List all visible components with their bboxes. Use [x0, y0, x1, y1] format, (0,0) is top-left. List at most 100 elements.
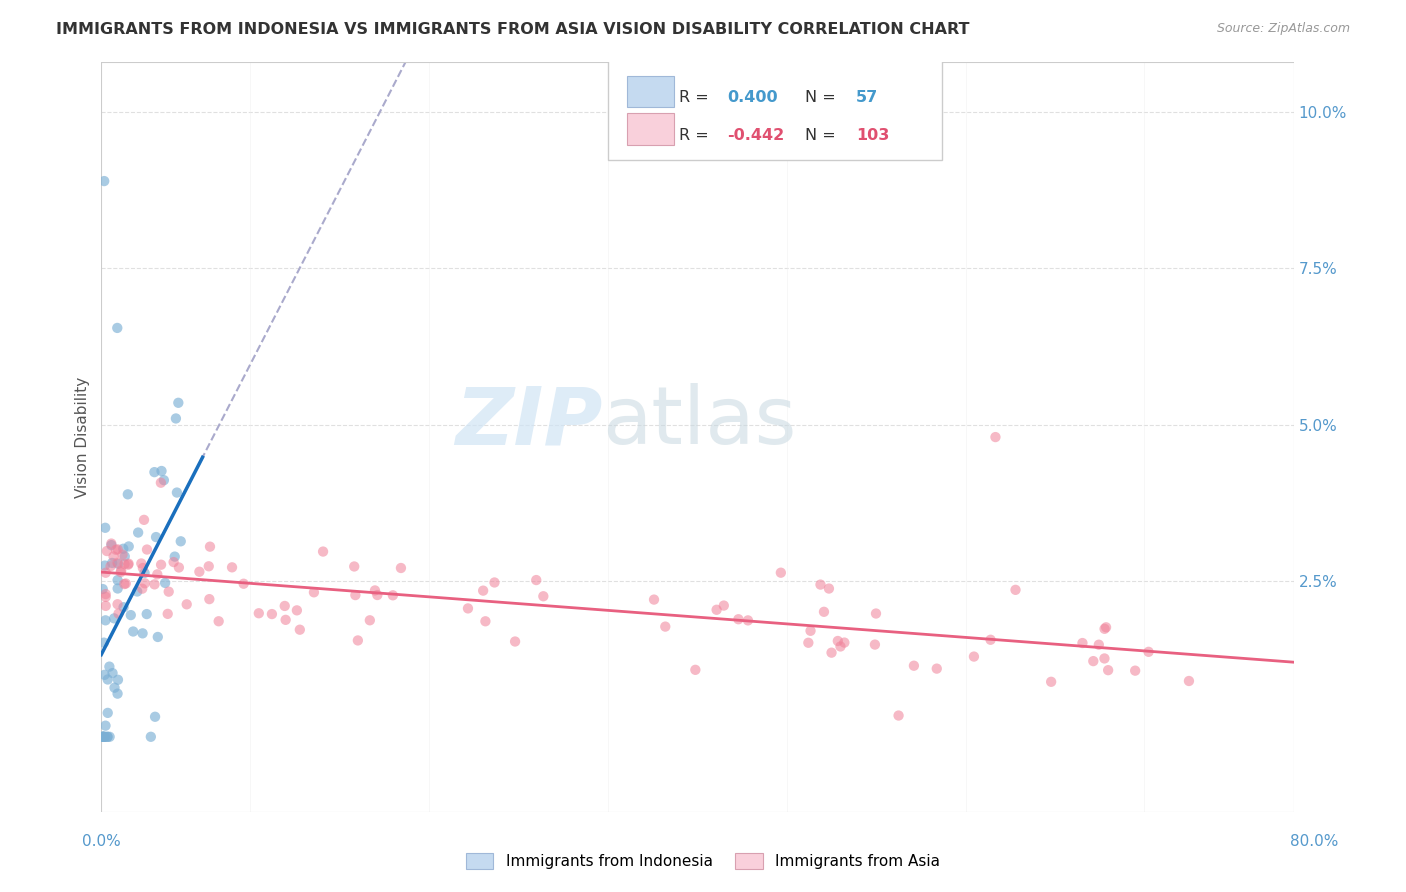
Point — [103, 681, 125, 695]
Point — [107, 673, 129, 687]
Point — [98, 730, 121, 744]
Point — [887, 708, 910, 723]
Point — [131, 626, 153, 640]
Point — [93, 668, 115, 682]
Text: N =: N = — [804, 90, 835, 105]
Y-axis label: Vision Disability: Vision Disability — [75, 376, 90, 498]
Legend: Immigrants from Indonesia, Immigrants from Asia: Immigrants from Indonesia, Immigrants fr… — [460, 847, 946, 875]
Point — [260, 607, 283, 621]
Point — [685, 663, 707, 677]
Text: 103: 103 — [856, 128, 890, 143]
Point — [903, 658, 925, 673]
Point — [163, 549, 186, 564]
Point — [1040, 674, 1063, 689]
Point — [114, 549, 136, 564]
Point — [107, 607, 129, 621]
Point — [706, 603, 728, 617]
Point — [150, 558, 173, 572]
Text: 0.0%: 0.0% — [82, 834, 121, 848]
Point — [727, 612, 749, 626]
Point — [93, 730, 115, 744]
Point — [1137, 645, 1160, 659]
Point — [198, 592, 221, 607]
Point — [364, 583, 387, 598]
Point — [103, 549, 125, 564]
Point — [1178, 673, 1201, 688]
Point — [97, 673, 120, 687]
Point — [524, 573, 547, 587]
Point — [162, 555, 184, 569]
Point — [799, 624, 821, 638]
Point — [153, 575, 176, 590]
Point — [1094, 622, 1116, 636]
Point — [285, 603, 308, 617]
Text: R =: R = — [679, 90, 709, 105]
FancyBboxPatch shape — [607, 59, 942, 160]
Point — [1004, 582, 1026, 597]
Point — [91, 730, 114, 744]
Point — [111, 548, 134, 562]
Point — [381, 588, 404, 602]
Point — [127, 525, 149, 540]
Point — [146, 567, 169, 582]
Text: Source: ZipAtlas.com: Source: ZipAtlas.com — [1216, 22, 1350, 36]
Point — [531, 589, 554, 603]
Point — [1083, 654, 1105, 668]
Point — [107, 556, 129, 570]
Point — [94, 613, 117, 627]
Point — [91, 730, 114, 744]
Point — [166, 485, 188, 500]
Point — [984, 430, 1007, 444]
Point — [143, 577, 166, 591]
Point — [94, 587, 117, 601]
Point — [94, 590, 117, 604]
Point — [1071, 636, 1094, 650]
Point — [96, 544, 118, 558]
Point — [208, 614, 231, 628]
Point — [112, 541, 135, 556]
Point — [100, 536, 122, 550]
Text: R =: R = — [679, 128, 709, 143]
Point — [389, 561, 412, 575]
Point — [97, 706, 120, 720]
Point — [188, 565, 211, 579]
Point — [925, 662, 948, 676]
Point — [94, 599, 117, 613]
Point — [120, 608, 142, 623]
Point — [863, 638, 886, 652]
Point — [131, 557, 153, 571]
Point — [131, 582, 153, 596]
Point — [156, 607, 179, 621]
Point — [813, 605, 835, 619]
Point — [107, 687, 129, 701]
Point — [94, 558, 117, 573]
Point — [865, 607, 887, 621]
Point — [472, 583, 495, 598]
Point — [1097, 663, 1119, 677]
Point — [344, 588, 367, 602]
Point — [118, 540, 141, 554]
Text: 0.400: 0.400 — [727, 90, 778, 105]
Point — [503, 634, 526, 648]
Point — [830, 640, 852, 654]
Point — [93, 635, 115, 649]
Point — [135, 607, 157, 621]
Point — [198, 540, 221, 554]
Text: -0.442: -0.442 — [727, 128, 785, 143]
Point — [134, 576, 156, 591]
Point — [139, 730, 162, 744]
Point — [96, 730, 118, 744]
Point — [93, 174, 115, 188]
Point — [713, 599, 735, 613]
Point — [274, 613, 297, 627]
Text: atlas: atlas — [602, 383, 796, 461]
Point — [150, 464, 173, 478]
Point — [96, 730, 118, 744]
Point — [91, 730, 114, 744]
Point — [232, 576, 254, 591]
Point — [112, 600, 135, 615]
Point — [302, 585, 325, 599]
Point — [122, 624, 145, 639]
Point — [165, 411, 187, 425]
Text: 80.0%: 80.0% — [1291, 834, 1339, 848]
